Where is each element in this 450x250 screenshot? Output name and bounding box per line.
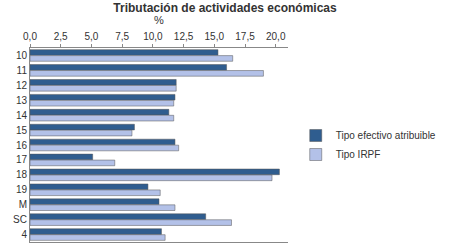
svg-text:%: % [154,14,164,26]
svg-text:4: 4 [21,229,27,240]
svg-text:20,0: 20,0 [266,31,286,42]
svg-text:15: 15 [16,125,28,136]
svg-text:Tipo efectivo atribuible: Tipo efectivo atribuible [336,130,436,141]
svg-text:14: 14 [16,110,28,121]
svg-text:12,5: 12,5 [174,31,194,42]
svg-text:10: 10 [16,50,28,61]
svg-text:17: 17 [16,154,28,165]
svg-text:SC: SC [13,214,27,225]
svg-text:Tributación de actividades eco: Tributación de actividades económicas [113,1,337,15]
svg-text:17,5: 17,5 [235,31,255,42]
svg-text:0,0: 0,0 [23,31,37,42]
svg-text:5,0: 5,0 [84,31,98,42]
svg-text:10,0: 10,0 [143,31,163,42]
svg-text:19: 19 [16,184,28,195]
svg-text:2,5: 2,5 [54,31,68,42]
svg-text:M: M [19,199,27,210]
svg-text:7,5: 7,5 [115,31,129,42]
svg-text:15,0: 15,0 [205,31,225,42]
svg-text:16: 16 [16,140,28,151]
svg-text:18: 18 [16,169,28,180]
svg-text:12: 12 [16,80,28,91]
svg-text:13: 13 [16,95,28,106]
svg-text:Tipo IRPF: Tipo IRPF [336,149,381,160]
svg-text:11: 11 [17,65,28,76]
